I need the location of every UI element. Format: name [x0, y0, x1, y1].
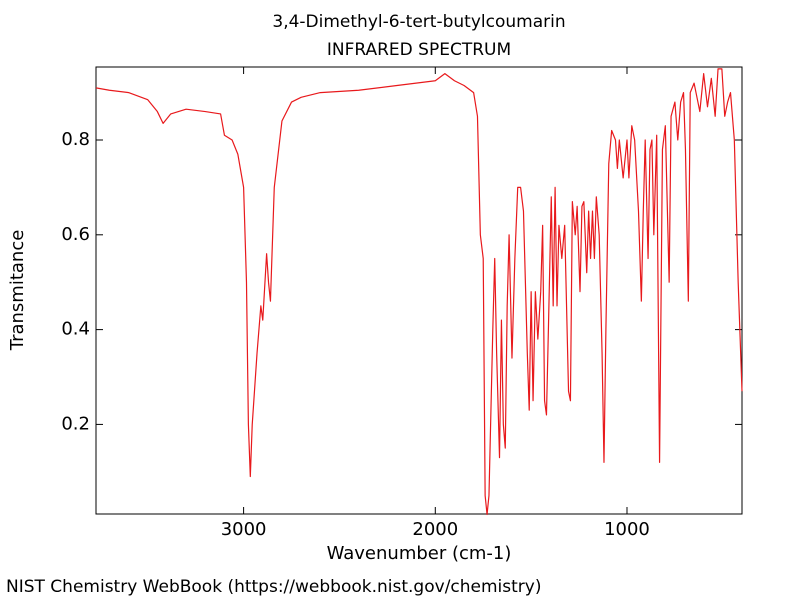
y-tick-label: 0.8 — [61, 129, 90, 150]
spectrum-line — [95, 68, 743, 516]
x-tick-label: 1000 — [604, 519, 650, 540]
y-axis-label: Transmitance — [7, 230, 28, 352]
y-tick-label: 0.6 — [61, 224, 90, 245]
footer: NIST Chemistry WebBook (https://webbook.… — [6, 577, 541, 597]
x-tick-label: 3000 — [221, 519, 267, 540]
chart-subtitle: INFRARED SPECTRUM — [327, 40, 511, 60]
plot-frame — [95, 66, 743, 515]
chart-title: 3,4-Dimethyl-6-tert-butylcoumarin — [272, 12, 565, 32]
x-tick-label: 2000 — [412, 519, 458, 540]
x-axis-label: Wavenumber (cm-1) — [327, 543, 512, 564]
y-tick-label: 0.4 — [61, 319, 90, 340]
y-tick-label: 0.2 — [61, 413, 90, 434]
